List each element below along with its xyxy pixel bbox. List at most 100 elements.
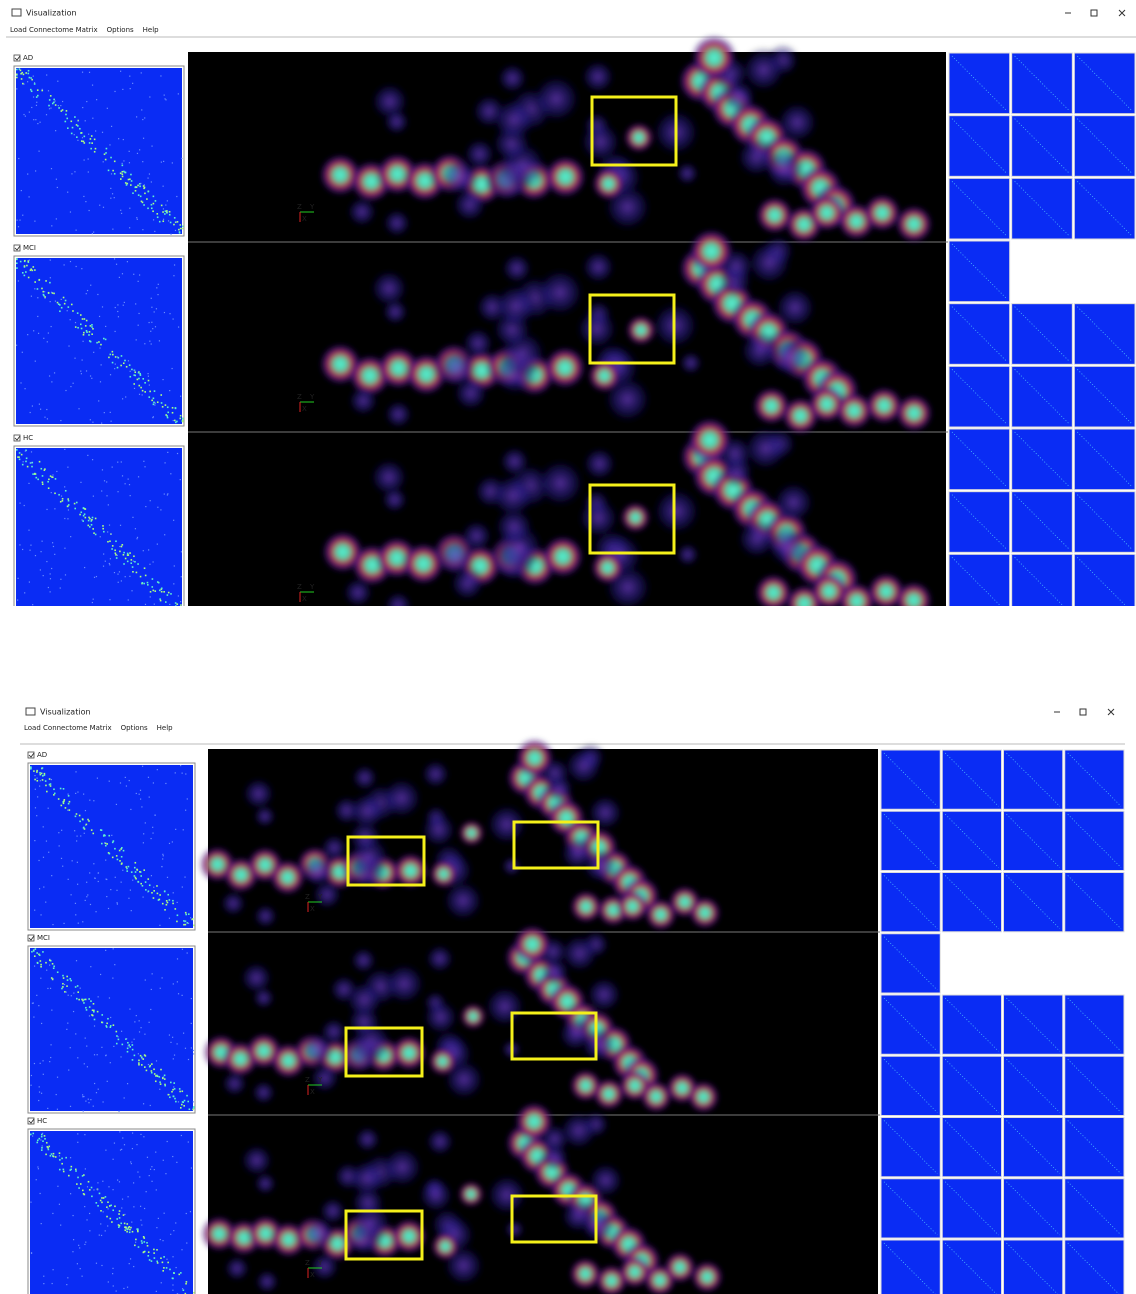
matrix-dot xyxy=(60,587,61,588)
matrix-dot xyxy=(31,1085,32,1086)
faint-blob xyxy=(652,486,701,535)
matrix-dot xyxy=(66,1029,67,1030)
matrix-dot xyxy=(117,304,118,305)
matrix-dot xyxy=(86,882,87,883)
faint-blob xyxy=(381,1146,424,1189)
matrix-dot xyxy=(128,898,129,899)
matrix-dot xyxy=(48,332,49,333)
faint-blob xyxy=(531,74,581,124)
matrix-dot xyxy=(22,272,24,274)
matrix-dot xyxy=(105,845,107,847)
matrix-dot xyxy=(142,390,144,392)
matrix-dot xyxy=(128,599,129,600)
matrix-dot xyxy=(85,1168,86,1169)
matrix-dot xyxy=(65,574,66,575)
matrix-dot xyxy=(21,454,23,456)
matrix-dot xyxy=(47,1108,48,1109)
matrix-dot xyxy=(28,277,30,279)
matrix-dot xyxy=(139,186,141,188)
matrix-dot xyxy=(163,855,164,856)
matrix-dot xyxy=(86,293,87,294)
matrix-dot xyxy=(123,850,125,852)
matrix-dot xyxy=(190,917,191,918)
matrix-dot xyxy=(43,295,45,297)
matrix-dot xyxy=(113,948,114,949)
matrix-dot xyxy=(186,1281,188,1283)
matrix-dot xyxy=(95,878,96,879)
matrix-dot xyxy=(81,132,83,134)
matrix-dot xyxy=(30,1134,32,1136)
matrix-dot xyxy=(67,310,68,311)
matrix-dot xyxy=(44,1135,46,1137)
matrix-dot xyxy=(50,591,51,592)
matrix-dot xyxy=(99,1234,100,1235)
matrix-dot xyxy=(129,1229,131,1231)
matrix-dot xyxy=(34,473,36,475)
matrix-dot xyxy=(123,362,125,364)
matrix-dot xyxy=(49,99,51,101)
matrix-dot xyxy=(185,914,187,916)
matrix-dot xyxy=(115,356,117,358)
matrix-dot xyxy=(64,518,65,519)
matrix-dot xyxy=(89,1015,90,1016)
matrix-dot xyxy=(104,412,105,413)
matrix-dot xyxy=(131,559,133,561)
matrix-dot xyxy=(85,1007,87,1009)
matrix-dot xyxy=(117,311,118,312)
matrix-dot xyxy=(88,820,90,822)
matrix-dot xyxy=(141,1056,143,1058)
matrix-dot xyxy=(85,1101,86,1102)
menu-item[interactable]: Options xyxy=(107,26,134,34)
matrix-dot xyxy=(125,182,127,184)
matrix-dot xyxy=(92,422,93,423)
matrix-dot xyxy=(110,1062,111,1063)
matrix-dot xyxy=(82,1094,83,1095)
menu-item[interactable]: Load Connectome Matrix xyxy=(24,724,112,732)
faint-blob xyxy=(345,980,384,1019)
menu-item[interactable]: Help xyxy=(157,724,174,732)
faint-blob xyxy=(422,999,458,1035)
menu-item[interactable]: Load Connectome Matrix xyxy=(10,26,98,34)
matrix-dot xyxy=(60,501,62,503)
matrix-dot xyxy=(173,583,174,584)
matrix-dot xyxy=(41,1147,43,1149)
matrix-dot xyxy=(153,887,154,888)
menu-item[interactable]: Options xyxy=(121,724,148,732)
matrix-dot xyxy=(124,1214,125,1215)
matrix-dot xyxy=(48,479,50,481)
matrix-dot xyxy=(160,509,161,510)
matrix-dot xyxy=(48,1149,50,1151)
matrix-dot xyxy=(88,1102,89,1103)
matrix-dot xyxy=(50,259,51,260)
matrix-dot xyxy=(140,374,142,376)
matrix-dot xyxy=(78,1245,79,1246)
matrix-dot xyxy=(118,316,119,317)
matrix-dot xyxy=(142,885,144,887)
matrix-dot xyxy=(166,1259,167,1260)
menu-item[interactable]: Help xyxy=(143,26,160,34)
matrix-dot xyxy=(133,1206,134,1207)
matrix-dot xyxy=(46,970,47,971)
matrix-dot xyxy=(160,1257,162,1259)
matrix-dot xyxy=(135,871,137,873)
matrix-dot xyxy=(114,368,115,369)
axis-label: Z xyxy=(297,203,302,211)
matrix-dot xyxy=(135,1239,137,1241)
faint-blob xyxy=(221,1070,247,1096)
matrix-dot xyxy=(59,310,61,312)
matrix-dot xyxy=(117,903,118,904)
matrix-dot xyxy=(132,571,134,573)
matrix-dot xyxy=(74,358,75,359)
matrix-dot xyxy=(172,1089,174,1091)
matrix-dot xyxy=(100,381,101,382)
matrix-dot xyxy=(172,1037,173,1038)
matrix-dot xyxy=(165,783,166,784)
matrix-dot xyxy=(64,548,65,549)
faint-blob xyxy=(383,108,410,135)
matrix-dot xyxy=(138,1064,140,1066)
matrix-dot xyxy=(41,541,42,542)
tile xyxy=(1074,492,1135,553)
matrix-dot xyxy=(113,1046,114,1047)
matrix-dot xyxy=(91,333,93,335)
matrix-dot xyxy=(107,1201,109,1203)
